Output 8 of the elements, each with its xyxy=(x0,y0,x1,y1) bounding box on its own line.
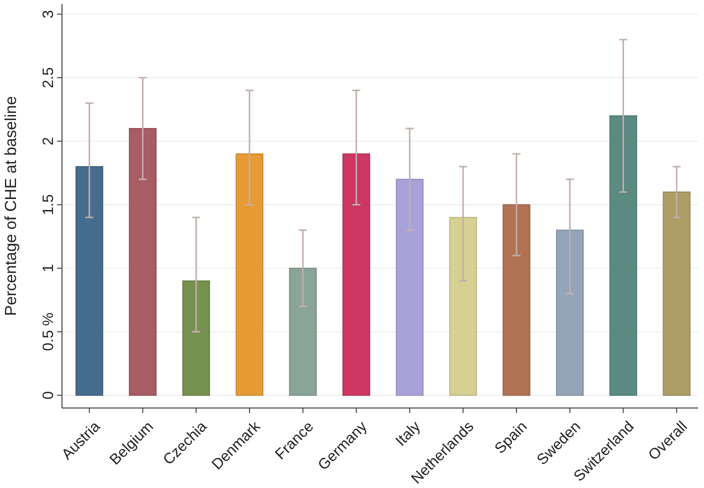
y-tick-label: 3 xyxy=(40,10,57,18)
y-tick-label: 2.5 xyxy=(40,67,57,88)
y-tick-label: 1 xyxy=(40,264,57,272)
y-tick-label: 2 xyxy=(40,137,57,146)
y-tick-label: 0 xyxy=(40,391,57,400)
y-tick-label: 0.5 % xyxy=(40,312,57,351)
y-axis-title: Percentage of CHE at baseline xyxy=(3,96,20,316)
y-tick-label: 1.5 xyxy=(40,194,57,216)
